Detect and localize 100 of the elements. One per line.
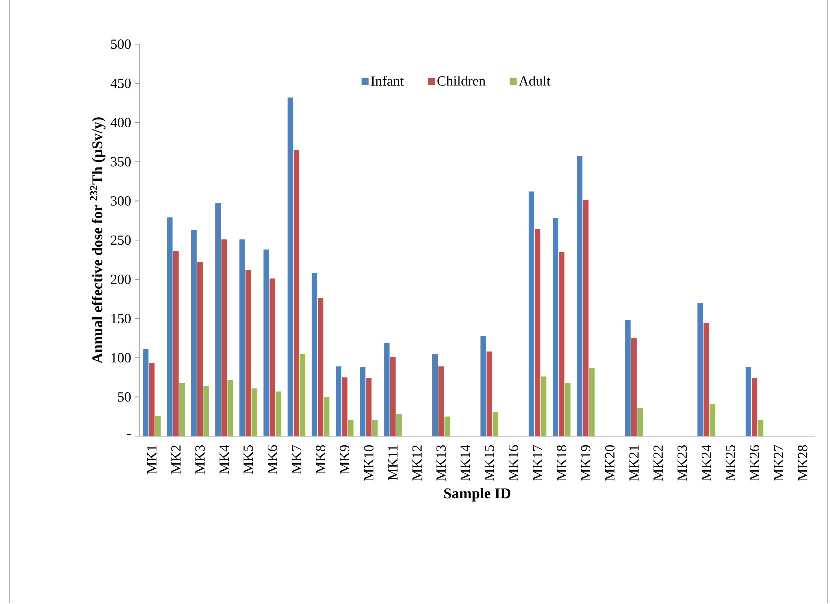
y-tick-label: 250 (111, 236, 131, 246)
bar (384, 343, 390, 436)
bar (222, 240, 228, 436)
x-tick-label: MK6 (268, 445, 278, 474)
x-tick-label: MK24 (702, 445, 712, 482)
bar (625, 320, 631, 436)
y-axis-title: Annual effective dose for $^{232}$Th (µSv/y) (90, 118, 106, 364)
bar (300, 354, 306, 436)
x-tick-label: MK3 (196, 446, 205, 474)
legend-label: Infant (371, 76, 404, 86)
bar (746, 367, 752, 436)
legend-label: Children (438, 76, 486, 86)
y-tick-label: 150 (112, 314, 131, 324)
bar (288, 98, 294, 436)
bar (143, 349, 149, 436)
bar (252, 388, 258, 436)
x-tick-label: MK28 (798, 446, 808, 482)
y-tick-label: 350 (111, 157, 131, 167)
bar (348, 420, 354, 436)
x-tick-label: MK16 (508, 445, 518, 482)
bar (758, 420, 764, 436)
bar (155, 416, 161, 436)
x-tick-label: MK21 (630, 446, 639, 482)
x-tick-label: MK1 (147, 446, 157, 474)
x-tick-label: MK5 (244, 446, 254, 474)
bar (631, 338, 637, 436)
x-tick-label: MK22 (654, 446, 663, 482)
x-tick-label: MK14 (460, 445, 470, 482)
x-tick-label: MK8 (316, 446, 326, 474)
bar (577, 156, 583, 436)
y-tick-label: 450 (110, 78, 131, 88)
bar (752, 378, 758, 436)
y-tick-label: 300 (111, 196, 131, 206)
bar (228, 380, 234, 436)
bar (167, 218, 173, 436)
legend-label: Adult (519, 76, 551, 86)
bar (565, 383, 571, 436)
bar (432, 354, 438, 436)
bar (535, 230, 541, 436)
bar (264, 250, 270, 436)
bar (366, 378, 372, 436)
x-tick-label: MK23 (678, 446, 688, 482)
x-tick-label: MK9 (340, 446, 350, 474)
bar (486, 352, 492, 436)
bar (583, 200, 589, 436)
bar (149, 364, 155, 436)
bar (480, 336, 486, 436)
x-tick-label: MK4 (220, 445, 229, 474)
y-tick-label: 50 (118, 392, 131, 402)
bar (438, 366, 444, 436)
y-tick-label: - (127, 434, 131, 436)
bar (559, 252, 565, 436)
bar (553, 218, 559, 436)
bar (698, 303, 704, 436)
x-tick-label: MK17 (533, 445, 542, 482)
x-tick-label: MK2 (172, 446, 181, 474)
bar (198, 262, 204, 436)
x-axis-title: Sample ID (444, 488, 511, 502)
y-tick-label: 400 (110, 118, 131, 128)
x-tick-label: MK18 (557, 446, 567, 482)
x-tick-label: MK11 (388, 446, 398, 481)
bar (312, 273, 318, 436)
bar (276, 392, 282, 436)
bar (372, 420, 378, 436)
bar (180, 383, 186, 436)
bar (492, 412, 498, 436)
bar (541, 376, 547, 436)
y-tick-label: 200 (111, 274, 131, 284)
bar (360, 367, 366, 436)
x-tick-label: MK19 (581, 446, 591, 482)
x-tick-label: MK25 (726, 446, 736, 482)
bar (270, 278, 276, 436)
bar (204, 386, 210, 436)
bar (638, 408, 644, 436)
y-tick-label: 500 (111, 40, 131, 50)
bar (324, 397, 330, 436)
x-tick-label: MK26 (750, 445, 760, 482)
bar (318, 298, 324, 436)
bar (704, 324, 710, 436)
bar (173, 251, 179, 436)
bar (336, 366, 342, 436)
bar (191, 230, 197, 436)
bar (342, 378, 348, 436)
bar (528, 192, 534, 436)
y-tick-label: 100 (112, 353, 131, 363)
x-tick-label: MK13 (436, 446, 446, 482)
x-tick-label: MK12 (412, 446, 422, 482)
bar (246, 270, 252, 436)
bar (216, 204, 222, 436)
x-tick-label: MK27 (774, 445, 784, 482)
x-tick-label: MK10 (364, 446, 374, 482)
bar (390, 357, 396, 436)
bar (294, 150, 300, 436)
bar (710, 404, 716, 436)
x-tick-label: MK20 (605, 446, 615, 482)
bar (589, 368, 595, 436)
bar (396, 414, 402, 436)
bar (444, 416, 450, 436)
x-tick-label: MK7 (292, 445, 302, 474)
x-tick-label: MK15 (484, 446, 494, 482)
